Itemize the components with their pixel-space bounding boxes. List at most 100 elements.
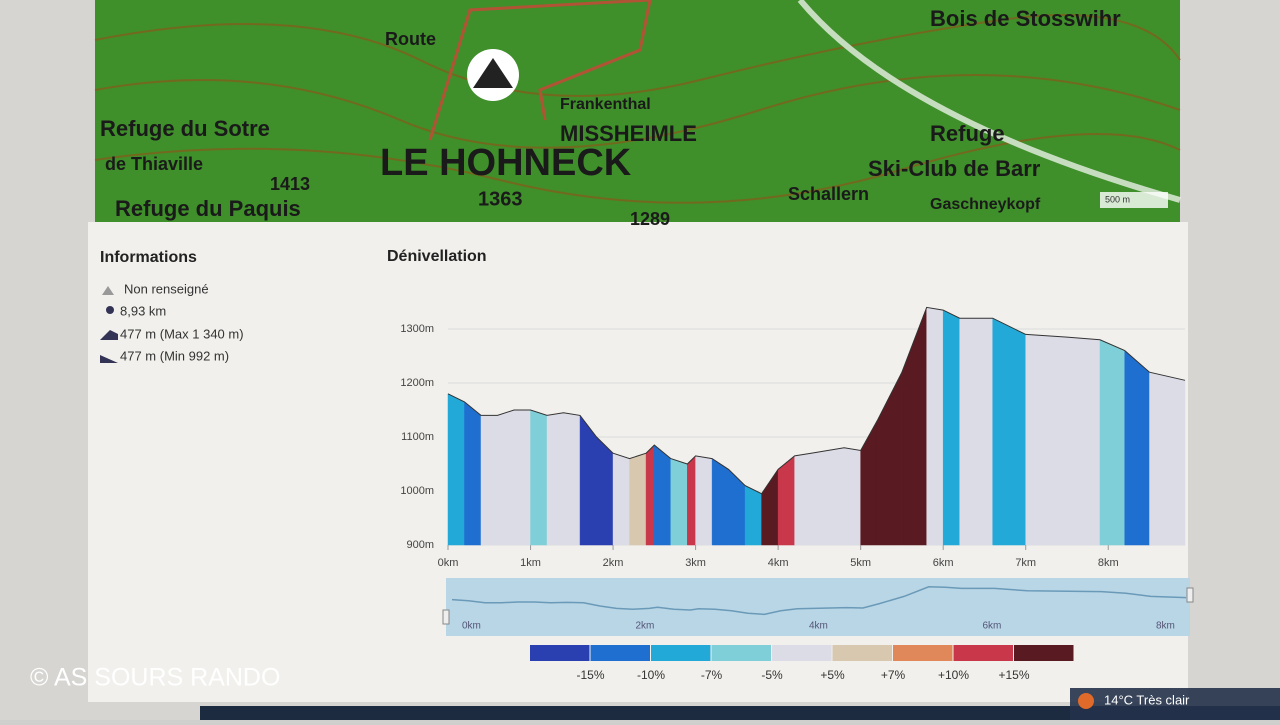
info-item: 8,93 km xyxy=(120,303,166,318)
map-label: de Thiaville xyxy=(105,154,203,174)
map-label: Gaschneykopf xyxy=(930,196,1041,213)
navigator-label: 6km xyxy=(983,621,1002,632)
slope-segment xyxy=(1149,371,1186,546)
x-tick-label: 6km xyxy=(933,557,954,569)
navigator-label: 0km xyxy=(462,621,481,632)
legend-label: +15% xyxy=(998,668,1029,682)
map-label: Route xyxy=(385,29,436,49)
weather[interactable]: 14°C Très clair xyxy=(1104,692,1190,707)
y-tick-label: 900m xyxy=(406,539,434,551)
slope-segment xyxy=(629,452,647,546)
slope-segment xyxy=(464,401,482,546)
navigator[interactable] xyxy=(446,578,1190,636)
legend: -15% -10% -7% -5% +5% +7% +10% +15% xyxy=(530,645,1074,682)
x-tick-label: 4km xyxy=(768,557,789,569)
slope-segment xyxy=(1066,336,1101,546)
info-item: 477 m (Max 1 340 m) xyxy=(120,326,244,341)
legend-swatch xyxy=(832,645,892,661)
map-labels: LE HOHNECK 1363 Refuge du Sotre de Thiavill… xyxy=(100,6,1121,229)
navigator-line xyxy=(451,586,1187,616)
x-tick-label: 8km xyxy=(1098,557,1119,569)
x-tick-label: 2km xyxy=(603,557,624,569)
slope-segment xyxy=(942,309,960,546)
map-label: Refuge du Sotre xyxy=(100,116,270,141)
slope-segment xyxy=(777,455,795,546)
map-label: MISSHEIMLE xyxy=(560,121,697,146)
map-label: Refuge du Paquis xyxy=(115,196,301,221)
info-icon xyxy=(100,355,118,363)
slope-segment xyxy=(497,409,515,546)
slope-segment xyxy=(926,307,944,546)
scale-box xyxy=(1100,192,1168,208)
legend-swatch xyxy=(953,645,1013,661)
x-tick-label: 3km xyxy=(685,557,706,569)
map-label: Schallern xyxy=(788,184,869,204)
tray xyxy=(1070,688,1280,720)
map-scale: 500 m xyxy=(1105,194,1130,204)
slope-segment xyxy=(645,444,655,546)
navigator-label: 4km xyxy=(809,621,828,632)
slope-segment xyxy=(744,485,762,546)
navigator-label: 8km xyxy=(1156,621,1175,632)
chart-title: Dénivellation xyxy=(387,248,487,265)
y-tick-label: 1300m xyxy=(400,323,434,335)
y-tick-label: 1100m xyxy=(401,431,434,443)
x-tick-label: 5km xyxy=(850,557,871,569)
legend-swatch xyxy=(772,645,832,661)
info-title: Informations xyxy=(100,249,197,266)
legend-swatch xyxy=(651,645,711,661)
legend-swatch xyxy=(711,645,771,661)
summit-icon xyxy=(473,58,513,88)
elevation-chart: 900m 1000m 1100m 1200m 1300m 0km 1km 2km 3km 4km 5… xyxy=(400,306,1186,569)
slope-segment xyxy=(843,447,861,546)
slope-segment xyxy=(530,409,548,546)
slope-segment xyxy=(695,455,713,546)
slope-segment xyxy=(1124,350,1150,546)
map-label: Frankenthal xyxy=(560,96,651,113)
weather-icon xyxy=(1078,693,1094,709)
slope-segment xyxy=(447,393,465,546)
slope-segment xyxy=(579,414,597,546)
legend-label: -5% xyxy=(761,668,783,682)
navigator-label: 2km xyxy=(636,621,655,632)
slope-segment xyxy=(480,415,498,546)
legend-label: +7% xyxy=(881,668,906,682)
legend-label: +10% xyxy=(938,668,969,682)
map-label: LE HOHNECK xyxy=(380,142,632,184)
x-tick-label: 0km xyxy=(438,557,459,569)
map-label: Bois de Stosswihr xyxy=(930,6,1121,31)
legend-label: -10% xyxy=(637,668,665,682)
legend-label: -7% xyxy=(701,668,723,682)
slope-segment xyxy=(687,455,696,546)
y-tick-label: 1200m xyxy=(400,377,434,389)
legend-swatch xyxy=(893,645,953,661)
slope-segment xyxy=(596,436,614,546)
legend-swatch xyxy=(1014,645,1074,661)
slope-segment xyxy=(794,452,812,546)
navigator-handle xyxy=(442,609,450,625)
legend-swatch xyxy=(590,645,650,661)
slope-segment xyxy=(612,452,630,546)
slope-segment xyxy=(810,447,845,546)
taskbar xyxy=(200,706,1280,720)
map xyxy=(95,0,1180,222)
info-icon xyxy=(106,306,114,314)
map-label: Refuge xyxy=(930,121,1005,146)
slope-segment xyxy=(959,317,993,546)
slope-segment xyxy=(992,317,1026,546)
legend-label: +5% xyxy=(820,668,845,682)
slope-segment xyxy=(513,409,531,546)
navigator-content: 0km 2km 4km 6km 8km xyxy=(442,586,1194,632)
legend-swatch xyxy=(530,645,590,661)
info-item: Non renseigné xyxy=(124,281,209,296)
y-tick-label: 1000m xyxy=(400,485,434,497)
info-icon xyxy=(102,286,114,295)
navigator-handle xyxy=(1186,587,1194,603)
map-label: Ski-Club de Barr xyxy=(868,156,1041,181)
slope-segment xyxy=(546,412,564,546)
profile-line xyxy=(447,306,1186,495)
slope-segment xyxy=(654,444,672,546)
legend-label: -15% xyxy=(576,668,604,682)
